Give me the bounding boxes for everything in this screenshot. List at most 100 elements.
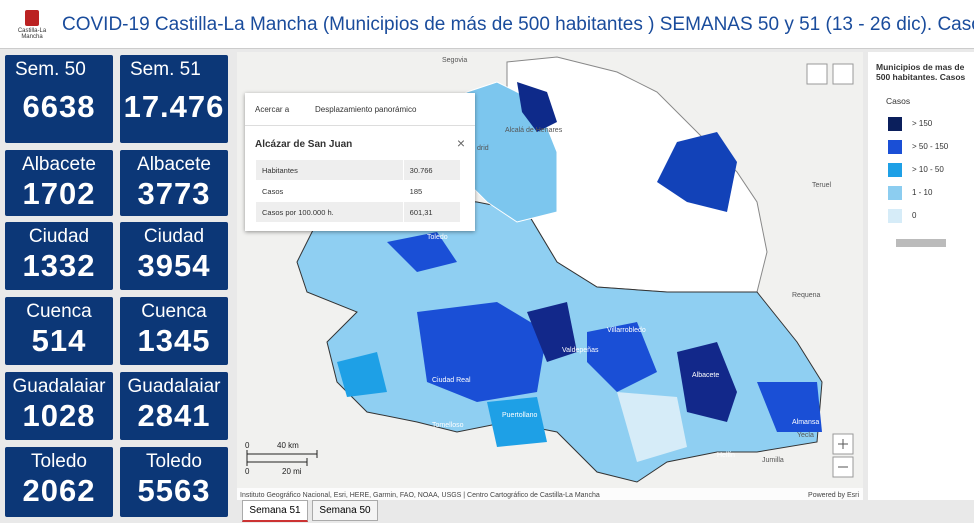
- place-label: Jumilla: [762, 457, 784, 464]
- legend-items: > 150 > 50 - 150 > 10 - 50 1 - 10 0: [868, 112, 974, 227]
- stat-value: 5563: [137, 473, 211, 508]
- stat-label: Cuenca: [26, 301, 92, 322]
- logo-text: Castilla-La Mancha: [17, 28, 47, 40]
- legend-swatch: [888, 116, 902, 131]
- popup-cell: Habitantes: [255, 159, 404, 181]
- stat-card: Albacete 1702: [5, 150, 113, 216]
- place-label: Ciudad Real: [432, 377, 471, 384]
- hot-area: [677, 342, 737, 422]
- stat-value: 1332: [22, 248, 96, 283]
- stat-label: Toledo: [31, 451, 87, 472]
- header: Castilla-La Mancha COVID-19 Castilla-La …: [0, 0, 974, 49]
- stat-label: Sem. 50: [15, 59, 86, 80]
- plus-icon: [838, 439, 848, 449]
- legend-swatch: [888, 208, 902, 223]
- hot-area: [417, 302, 547, 402]
- stat-card: Sem. 50 6638: [5, 55, 113, 143]
- stat-card: Guadalaiar 2841: [120, 372, 228, 440]
- popup-row: Casos por 100.000 h. 601,31: [255, 201, 462, 223]
- hot-area: [527, 302, 577, 362]
- powered-by: Powered by Esri: [808, 492, 859, 499]
- stat-label: Sem. 51: [130, 59, 201, 80]
- place-label: Villarrobledo: [607, 327, 646, 334]
- popup: Acercar a Desplazamiento panorámico Alcá…: [245, 93, 475, 231]
- place-label: Cuenca: [667, 202, 691, 209]
- legend: Municipios de mas de 500 habitantes. Cas…: [868, 52, 974, 500]
- legend-subtitle: Casos: [886, 96, 911, 106]
- stat-value: 3954: [137, 248, 211, 283]
- stat-card: Cuenca 514: [5, 297, 113, 365]
- scale-label: 0: [245, 441, 250, 450]
- stat-value: 2062: [22, 473, 96, 508]
- stat-value: 6638: [22, 89, 96, 124]
- stat-card: Toledo 2062: [5, 447, 113, 517]
- popup-action[interactable]: Desplazamiento panorámico: [315, 105, 417, 114]
- popup-cell: 30.766: [402, 159, 462, 181]
- scale-bar: [246, 450, 318, 466]
- place-label: Yecla: [797, 432, 814, 439]
- area: [487, 397, 547, 447]
- attribution-bg: [237, 488, 863, 500]
- legend-item: 0: [888, 204, 974, 227]
- popup-close[interactable]: ×: [456, 135, 465, 151]
- place-label: Albacete: [692, 372, 719, 379]
- place-label: Toledo: [427, 234, 448, 241]
- stat-card: Albacete 3773: [120, 150, 228, 216]
- legend-item: 1 - 10: [888, 181, 974, 204]
- legend-item: > 150: [888, 112, 974, 135]
- stat-label: Albacete: [22, 154, 96, 175]
- stat-value: 1345: [137, 323, 211, 358]
- search-button[interactable]: [806, 63, 828, 85]
- scale-label: 20 mi: [282, 467, 302, 476]
- stat-label: Cuenca: [141, 301, 207, 322]
- legend-title: Municipios de mas de 500 habitantes. Cas…: [876, 62, 966, 82]
- area: [617, 392, 687, 462]
- stat-card: Ciudad 3954: [120, 222, 228, 290]
- map-canvas: Segovia Alcalá de Henares drid Teruel Requen…: [237, 56, 863, 500]
- place-label: Almansa: [792, 419, 819, 426]
- popup-row: Casos 185: [255, 180, 462, 202]
- home-button[interactable]: [832, 63, 854, 85]
- hot-area: [387, 232, 457, 272]
- place-label: Segovia: [442, 57, 467, 64]
- stat-card: Sem. 51 17.476: [120, 55, 228, 143]
- popup-row: Habitantes 30.766: [255, 159, 462, 181]
- stat-value: 1028: [22, 398, 96, 433]
- stat-value: 514: [31, 323, 87, 358]
- stat-label: Ciudad: [28, 226, 90, 247]
- popup-cell: 185: [402, 180, 462, 202]
- stat-value: 1702: [22, 176, 96, 211]
- legend-label: > 50 - 150: [912, 142, 949, 151]
- hot-area: [517, 82, 557, 132]
- legend-swatch: [888, 139, 902, 154]
- stat-label: Albacete: [137, 154, 211, 175]
- logo: Castilla-La Mancha: [12, 10, 52, 40]
- tab[interactable]: Semana 50: [312, 500, 378, 521]
- legend-label: > 150: [912, 119, 933, 128]
- scrollbar[interactable]: [896, 239, 946, 247]
- legend-label: 0: [912, 211, 917, 220]
- stat-card: Toledo 5563: [120, 447, 228, 517]
- hot-area: [657, 132, 737, 212]
- popup-table: Habitantes 30.766 Casos 185 Casos por 100.00…: [255, 159, 462, 223]
- popup-cell: 601,31: [402, 201, 462, 223]
- stat-card: Ciudad 1332: [5, 222, 113, 290]
- legend-item: > 50 - 150: [888, 135, 974, 158]
- hot-area: [757, 382, 822, 432]
- tab[interactable]: Semana 51: [242, 500, 308, 522]
- stat-value: 3773: [137, 176, 211, 211]
- stat-label: Ciudad: [143, 226, 205, 247]
- popup-toolbar: Acercar a Desplazamiento panorámico: [245, 93, 475, 126]
- title: COVID-19 Castilla-La Mancha (Municipios …: [62, 14, 974, 35]
- place-label: Hellín: [717, 452, 735, 459]
- scale-label: 0: [245, 467, 250, 476]
- area: [337, 352, 387, 397]
- legend-swatch: [888, 185, 902, 200]
- place-label: Tomelloso: [432, 422, 464, 429]
- legend-label: > 10 - 50: [912, 165, 944, 174]
- stat-label: Guadalaiar: [127, 376, 221, 397]
- attribution: Instituto Geográfico Nacional, Esri, HER…: [240, 492, 600, 499]
- legend-item: > 10 - 50: [888, 158, 974, 181]
- popup-action[interactable]: Acercar a: [255, 105, 290, 114]
